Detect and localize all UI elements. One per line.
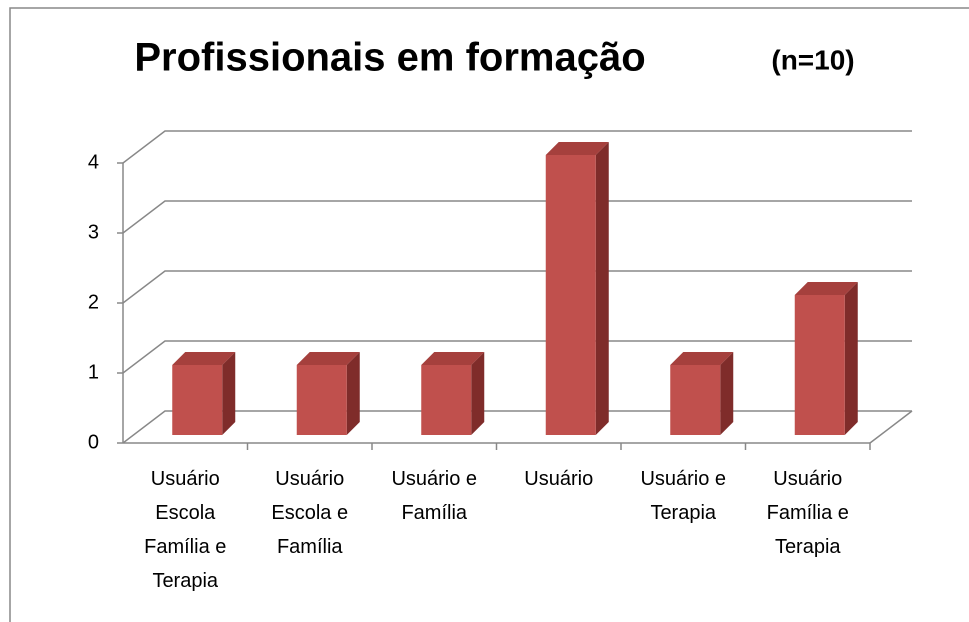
y-tick-label: 4 (88, 151, 99, 173)
grid-line (122, 340, 912, 374)
x-tick-label: Usuário e Terapia (640, 468, 727, 524)
bar-face (844, 282, 858, 435)
bar (794, 282, 858, 435)
bar-face (794, 295, 845, 435)
bar-face (720, 352, 734, 435)
bar (670, 352, 734, 435)
grid-line (122, 200, 912, 234)
bar-face (471, 352, 485, 435)
bar (545, 142, 609, 435)
chart-title: Profissionais em formação (134, 36, 645, 80)
bar-face (670, 365, 721, 435)
y-tick-label: 3 (88, 221, 99, 243)
bar-face (794, 282, 858, 295)
grid-line (122, 270, 912, 304)
bar-face (172, 365, 223, 435)
grid-line (122, 130, 912, 164)
bar (296, 352, 360, 435)
bar-face (670, 352, 734, 365)
chart-subtitle: (n=10) (771, 44, 854, 75)
x-tick-label: Usuário e Família (391, 468, 478, 524)
x-tick-label: Usuário (524, 468, 594, 490)
y-tick-label: 1 (88, 361, 99, 383)
bar-face (222, 352, 236, 435)
grid-line (122, 410, 912, 444)
bar (172, 352, 236, 435)
bar-face (346, 352, 360, 435)
bar (421, 352, 485, 435)
x-tick-label: Usuário Escola Família e Terapia (144, 468, 227, 592)
bar-face (172, 352, 236, 365)
axis-line (869, 410, 913, 444)
y-tick-label: 2 (88, 291, 99, 313)
bar-face (595, 142, 609, 435)
bar-face (545, 155, 596, 435)
bar-face (421, 365, 472, 435)
x-tick-label: Usuário Escola e Família (271, 468, 349, 558)
bar-face (296, 365, 347, 435)
y-tick-label: 0 (88, 431, 99, 453)
bar-face (545, 142, 609, 155)
bar-face (296, 352, 360, 365)
x-tick-label: Usuário Família e Terapia (766, 468, 849, 558)
bar-face (421, 352, 485, 365)
